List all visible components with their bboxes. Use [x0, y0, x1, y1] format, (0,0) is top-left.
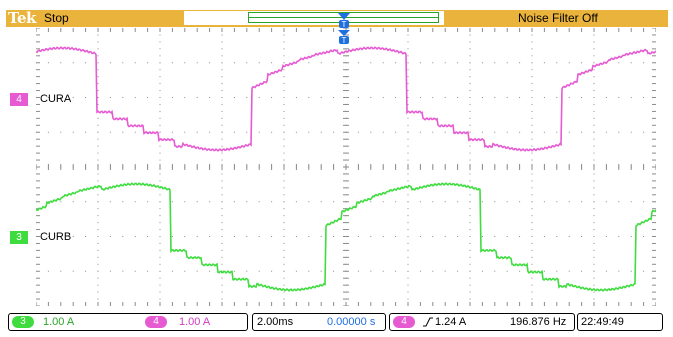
ch3-label: CURB [40, 231, 72, 243]
ch3-scale: 1.00 A [43, 316, 75, 328]
waveform-display [36, 28, 656, 306]
vertical-scale-readout[interactable]: 3 1.00 A 4 1.00 A [8, 313, 248, 331]
noise-filter-status[interactable]: Noise Filter Off [518, 11, 598, 25]
timebase-readout[interactable]: 2.00ms 0.00000 s [252, 313, 386, 331]
ch4-badge: 4 [145, 316, 167, 328]
trigger-level: 1.24 A [435, 316, 467, 328]
clock: 22:49:49 [581, 316, 624, 328]
svg-text:T: T [342, 20, 347, 29]
ch3-badge: 3 [12, 316, 34, 328]
ch4-marker[interactable]: 4 [10, 93, 34, 106]
ch4-label: CURA [40, 93, 72, 105]
trigger-source-badge: 4 [393, 316, 415, 328]
rising-edge-icon [423, 317, 433, 327]
run-state[interactable]: Stop [44, 11, 69, 25]
brand-logo: Tek [8, 9, 36, 27]
readout-bar [6, 311, 668, 333]
clock-readout: 22:49:49 [577, 313, 663, 331]
waveform-cura [36, 46, 656, 152]
svg-text:T: T [342, 36, 347, 45]
trigger-position-marker[interactable]: T T [336, 12, 352, 48]
timebase: 2.00ms [257, 316, 294, 328]
grid-lines [36, 28, 656, 306]
graticule [36, 28, 656, 306]
ch3-marker[interactable]: 3 [10, 231, 34, 244]
trigger-frequency: 196.876 Hz [510, 316, 567, 328]
horizontal-position: 0.00000 s [327, 316, 376, 328]
ch4-scale: 1.00 A [179, 316, 211, 328]
waveform-curb [36, 182, 656, 292]
trigger-readout[interactable]: 4 1.24 A 196.876 Hz [389, 313, 575, 331]
